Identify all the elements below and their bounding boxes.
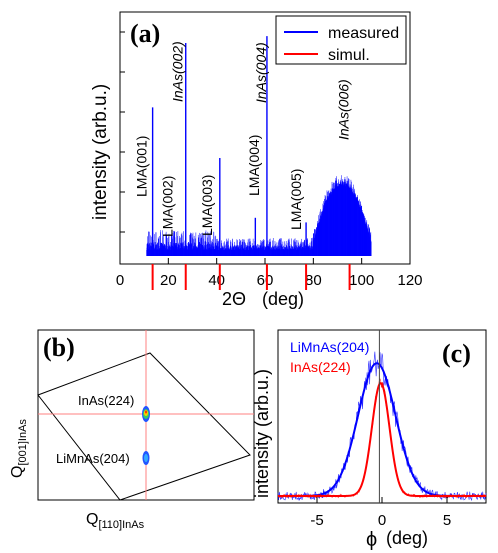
panel-b-xlabel-main: Q (86, 511, 98, 528)
c-x-tick-label--5: -5 (310, 512, 323, 529)
x-tick-label-0: 0 (116, 272, 124, 289)
annotation-lma-002: LMA(002) (160, 176, 176, 237)
series-0-noisy (277, 351, 487, 502)
panel-c-xlabel-unit: (deg) (386, 528, 428, 548)
spot-inas-224-label: InAs(224) (78, 393, 134, 408)
panel-a-ylabel: intensity (arb.u.) (90, 84, 111, 220)
panel-a-annotations: LMA(001) InAs(002) LMA(002) LMA(003) LMA(004… (134, 41, 352, 237)
panel-b-ylabel-main: Q (9, 466, 26, 478)
panel-c-ylabel: intensity (arb.u.) (252, 369, 272, 498)
c-x-tick-label-5: 5 (443, 512, 451, 529)
series-measured-noise (146, 175, 372, 256)
panel-b-label: (b) (43, 333, 75, 362)
spot-inas-224-peak (145, 410, 147, 414)
panel-c-ticks: -5 0 5 (310, 497, 451, 529)
annotation-inas-002: InAs(002) (170, 41, 186, 102)
x-tick-label-60: 60 (257, 272, 274, 289)
legend-limnas-204: LiMnAs(204) (290, 339, 369, 355)
spot-limnas-204-core (144, 454, 148, 462)
panel-c-series (277, 351, 487, 502)
panel-a-xlabel-symbol: 2Θ (222, 289, 246, 309)
legend-inas-224: InAs(224) (290, 359, 351, 375)
panel-b: InAs(224) LiMnAs(204) (b) Q[001]InAs Q[1… (9, 329, 255, 531)
panel-a-simul-markers (151, 264, 351, 290)
panel-c: -5 0 5 LiMnAs(204) InAs(224) (c) intensity… (252, 329, 487, 551)
panel-a-series (146, 36, 372, 256)
x-tick-label-80: 80 (305, 272, 322, 289)
panel-a: 0 20 40 60 80 100 120 LMA(001) InAs(002) LMA(002… (90, 11, 423, 309)
panel-a-xlabel-unit: (deg) (262, 289, 304, 309)
x-tick-label-100: 100 (349, 272, 374, 289)
annotation-inas-004: InAs(004) (253, 42, 269, 103)
panel-b-ylabel: Q[001]InAs (9, 419, 29, 478)
panel-c-xlabel-symbol: ϕ (366, 529, 377, 551)
spot-limnas-204 (142, 451, 150, 465)
annotation-lma-001: LMA(001) (134, 136, 150, 197)
x-tick-label-40: 40 (208, 272, 225, 289)
panel-b-ylabel-sub: [001]InAs (17, 419, 29, 466)
spot-limnas-204-label: LiMnAs(204) (56, 451, 130, 466)
panel-a-legend: measured simul. (275, 15, 407, 65)
annotation-lma-005: LMA(005) (288, 169, 304, 230)
annotation-lma-003: LMA(003) (199, 175, 215, 236)
panel-b-xlabel-sub: [110]InAs (98, 519, 144, 531)
x-tick-label-20: 20 (160, 272, 177, 289)
panel-a-label: (a) (130, 19, 160, 48)
annotation-inas-006: InAs(006) (336, 79, 352, 140)
panel-a-ticks: 0 20 40 60 80 100 120 (116, 31, 423, 289)
legend-simul-label: simul. (328, 47, 370, 64)
series-1-noisy (277, 378, 487, 499)
c-x-tick-label-0: 0 (378, 512, 386, 529)
panel-c-label: (c) (442, 339, 471, 368)
panel-b-xlabel: Q[110]InAs (86, 511, 145, 531)
spot-inas-224 (142, 406, 150, 422)
annotation-lma-004: LMA(004) (246, 135, 262, 196)
x-tick-label-120: 120 (397, 272, 422, 289)
panel-b-measurement-area (37, 352, 251, 501)
legend-box (275, 15, 407, 65)
legend-measured-label: measured (328, 25, 399, 42)
series-1-fit (278, 381, 486, 497)
